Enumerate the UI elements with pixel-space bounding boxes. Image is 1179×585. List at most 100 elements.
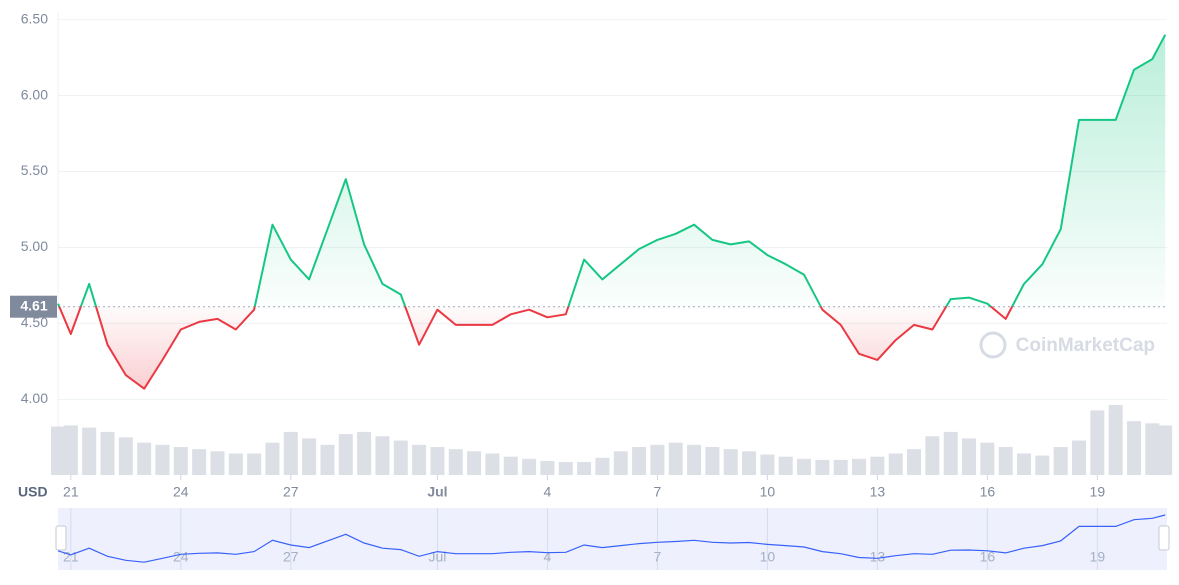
x-tick-label: 13 xyxy=(870,484,886,500)
volume-bar xyxy=(998,447,1013,475)
volume-bar xyxy=(558,462,573,475)
volume-bar xyxy=(980,442,995,475)
volume-bar xyxy=(870,456,885,475)
volume-bar xyxy=(137,442,152,475)
volume-bar xyxy=(760,454,775,475)
volume-bar xyxy=(650,444,665,475)
price-line xyxy=(57,34,1167,390)
y-tick-label: 6.50 xyxy=(21,10,48,26)
volume-bar xyxy=(1017,453,1032,475)
volume-bar xyxy=(100,431,115,475)
volume-bar xyxy=(852,458,867,475)
volume-bar xyxy=(797,458,812,475)
volume-bar xyxy=(302,438,317,475)
y-tick-label: 4.50 xyxy=(21,314,48,330)
volume-bar xyxy=(1072,440,1087,475)
volume-bar xyxy=(907,449,922,475)
navigator-handle[interactable] xyxy=(55,525,67,551)
volume-bar xyxy=(320,444,335,475)
volume-bar xyxy=(687,444,702,475)
price-area xyxy=(58,34,1166,389)
volume-bar xyxy=(943,431,958,475)
currency-label: USD xyxy=(18,484,48,500)
navigator-background xyxy=(58,508,1167,570)
volume-bar xyxy=(375,436,390,475)
x-tick-label: 24 xyxy=(173,484,189,500)
volume-bar xyxy=(522,458,537,475)
y-tick-label: 5.00 xyxy=(21,238,48,254)
navigator-tick-label: 10 xyxy=(760,549,776,565)
x-tick-label: 27 xyxy=(283,484,299,500)
navigator-tick-label: 16 xyxy=(980,549,996,565)
volume-bar xyxy=(283,431,298,475)
volume-bar xyxy=(815,459,830,475)
volume-bar xyxy=(668,442,683,475)
volume-bar xyxy=(357,431,372,475)
volume-bar xyxy=(82,427,97,475)
x-tick-label: 10 xyxy=(760,484,776,500)
volume-bar xyxy=(430,447,445,475)
volume-bar xyxy=(577,462,592,475)
volume-bar xyxy=(210,451,225,475)
baseline-label-box xyxy=(10,295,57,318)
volume-bar xyxy=(228,453,243,475)
volume-bar xyxy=(1108,405,1123,475)
volume-bar xyxy=(118,437,133,475)
volume-bar xyxy=(247,453,262,475)
volume-bar xyxy=(888,453,903,475)
volume-bar xyxy=(51,426,65,475)
volume-bar xyxy=(595,457,610,475)
volume-bar xyxy=(1053,447,1068,475)
navigator-tick-label: 19 xyxy=(1090,549,1106,565)
volume-bar xyxy=(613,451,628,475)
watermark: CoinMarketCap xyxy=(1016,335,1155,356)
navigator-tick-label: 21 xyxy=(63,549,79,565)
navigator-tick-label: 27 xyxy=(283,549,299,565)
volume-bar xyxy=(338,434,353,475)
x-tick-label: 19 xyxy=(1090,484,1106,500)
volume-bar xyxy=(503,456,518,475)
navigator-tick-label: 7 xyxy=(654,549,662,565)
x-tick-label: 16 xyxy=(980,484,996,500)
volume-bar xyxy=(778,456,793,475)
y-tick-label: 6.00 xyxy=(21,86,48,102)
volume-bar xyxy=(723,449,738,475)
x-tick-label: Jul xyxy=(427,484,447,500)
volume-bar xyxy=(1127,421,1142,475)
navigator-handle[interactable] xyxy=(1158,525,1170,551)
volume-bar xyxy=(705,447,720,475)
volume-bar xyxy=(1158,425,1173,475)
volume-bar xyxy=(265,442,280,475)
volume-bar xyxy=(412,444,427,475)
volume-bar xyxy=(393,440,408,475)
navigator-tick-label: 13 xyxy=(870,549,886,565)
watermark-logo xyxy=(979,331,1007,359)
volume-bar xyxy=(485,453,500,475)
navigator-line xyxy=(57,514,1166,563)
volume-bar xyxy=(540,461,555,475)
volume-bar xyxy=(155,444,170,475)
navigator-tick-label: 4 xyxy=(544,549,552,565)
volume-bar xyxy=(173,447,188,475)
volume-bar xyxy=(632,447,647,475)
y-tick-label: 5.50 xyxy=(21,162,48,178)
volume-bar xyxy=(1035,455,1050,475)
x-tick-label: 21 xyxy=(63,484,79,500)
x-tick-label: 7 xyxy=(654,484,662,500)
volume-bar xyxy=(742,451,757,475)
volume-bar xyxy=(448,449,463,475)
y-tick-label: 4.00 xyxy=(21,390,48,406)
volume-bar xyxy=(192,449,207,475)
navigator-tick-label: 24 xyxy=(173,549,189,565)
volume-bar xyxy=(925,436,940,475)
volume-bar xyxy=(63,425,78,475)
volume-bar xyxy=(1145,423,1160,475)
x-tick-label: 4 xyxy=(544,484,552,500)
volume-bar xyxy=(833,459,848,475)
volume-bar xyxy=(467,451,482,475)
volume-bar xyxy=(1090,410,1105,475)
baseline-label: 4.61 xyxy=(20,297,47,313)
volume-bar xyxy=(962,438,977,475)
